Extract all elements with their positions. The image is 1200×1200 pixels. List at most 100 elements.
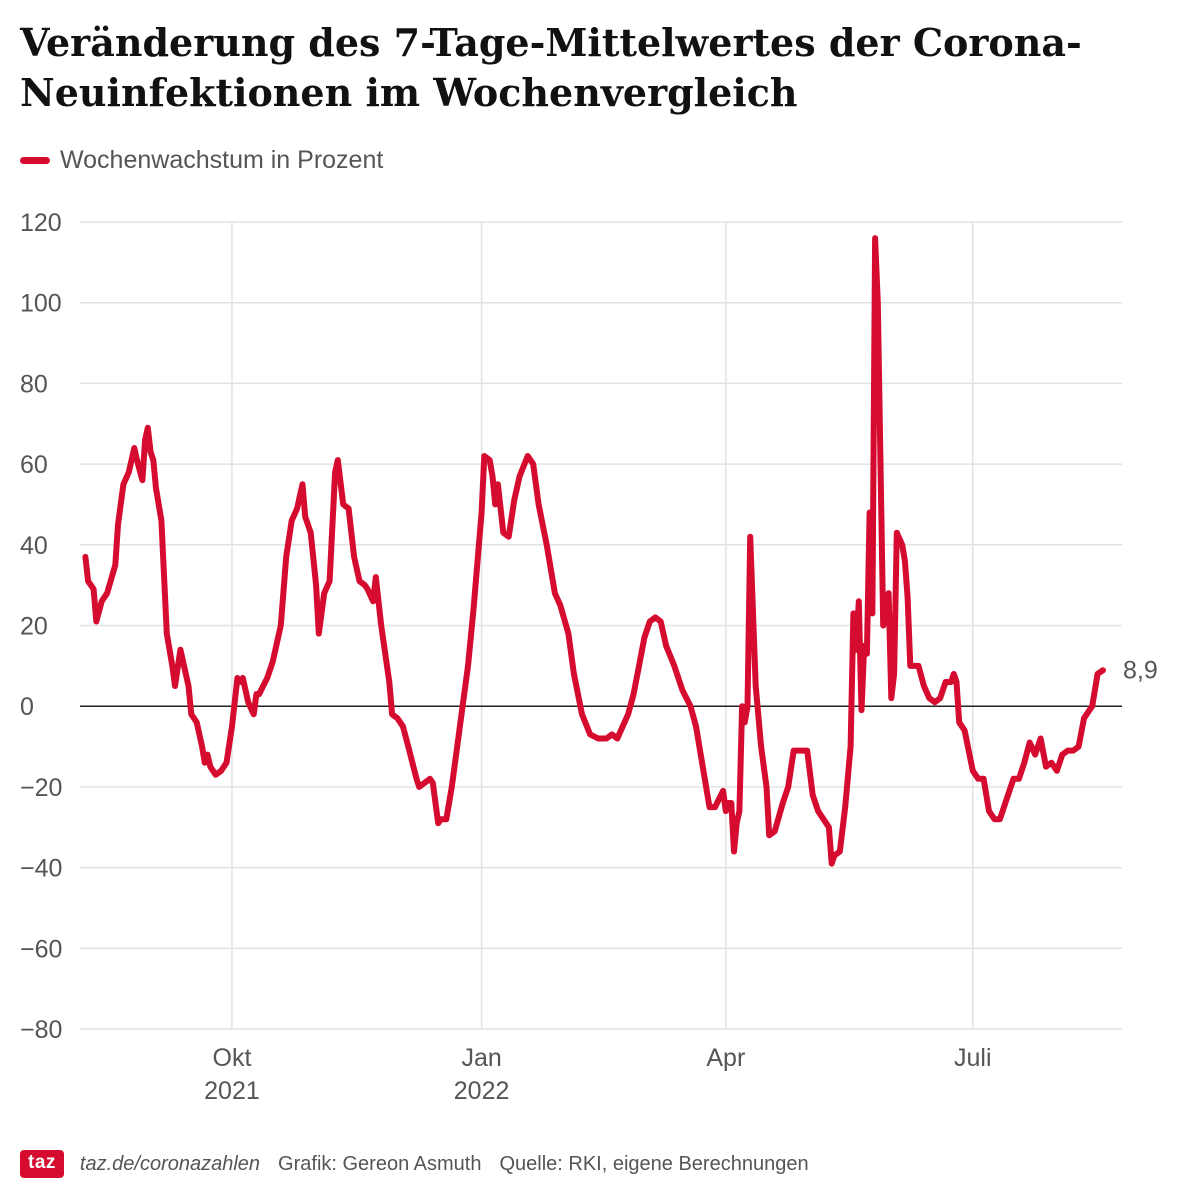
data-point: [336, 458, 340, 462]
y-tick-label: −40: [20, 855, 62, 883]
data-point: [878, 462, 882, 466]
y-tick-label: 60: [20, 451, 48, 479]
data-point: [987, 809, 991, 813]
data-point: [395, 716, 399, 720]
y-tick-label: −20: [20, 774, 62, 802]
data-point: [271, 660, 275, 664]
data-point: [333, 470, 337, 474]
data-point: [322, 591, 326, 595]
chart-title: Veränderung des 7-Tage-Mittelwertes der …: [20, 20, 1082, 115]
data-point: [610, 732, 614, 736]
x-tick-label: Apr: [706, 1044, 745, 1072]
data-point: [208, 765, 212, 769]
data-point: [914, 664, 918, 668]
data-point: [135, 458, 139, 462]
data-point: [317, 632, 321, 636]
data-point: [743, 720, 747, 724]
data-point: [496, 482, 500, 486]
data-point: [895, 531, 899, 535]
data-point: [732, 849, 736, 853]
data-point: [740, 704, 744, 708]
data-point: [436, 821, 440, 825]
data-point: [827, 825, 831, 829]
data-point: [1060, 753, 1064, 757]
data-point: [680, 688, 684, 692]
x-tick-year-label: 2021: [204, 1077, 260, 1105]
footer: taz taz.de/coronazahlen Grafik: Gereon A…: [20, 1147, 809, 1181]
data-point: [653, 615, 657, 619]
data-point: [371, 599, 375, 603]
data-point: [235, 676, 239, 680]
data-point: [512, 498, 516, 502]
data-point: [151, 458, 155, 462]
data-point: [1033, 753, 1037, 757]
data-point: [708, 805, 712, 809]
data-point: [727, 801, 731, 805]
data-point: [100, 599, 104, 603]
data-point: [92, 587, 96, 591]
legend-label: Wochenwachstum in Prozent: [60, 145, 384, 174]
data-point: [580, 712, 584, 716]
data-point: [200, 745, 204, 749]
data-point: [178, 648, 182, 652]
data-point: [906, 595, 910, 599]
data-point: [900, 543, 904, 547]
source-link[interactable]: taz.de/coronazahlen: [79, 1152, 261, 1175]
data-point: [558, 603, 562, 607]
data-point: [1039, 736, 1043, 740]
data-point: [480, 511, 484, 515]
data-point: [246, 700, 250, 704]
data-point: [1077, 745, 1081, 749]
data-point: [659, 619, 663, 623]
data-point: [737, 809, 741, 813]
data-point: [450, 785, 454, 789]
data-point: [257, 692, 261, 696]
data-point: [143, 438, 147, 442]
data-point: [781, 801, 785, 805]
data-point: [301, 482, 305, 486]
data-point: [860, 708, 863, 712]
data-point: [146, 426, 150, 430]
data-point: [881, 624, 885, 627]
data-point: [954, 680, 958, 684]
data-point: [461, 704, 465, 708]
data-point: [127, 470, 131, 474]
data-point: [366, 587, 370, 591]
data-point: [664, 644, 668, 648]
data-point: [822, 817, 826, 821]
data-point: [632, 692, 636, 696]
data-point: [816, 809, 820, 813]
data-point: [694, 724, 698, 728]
data-point: [140, 478, 144, 482]
data-point: [455, 745, 459, 749]
data-point: [773, 829, 777, 833]
taz-logo[interactable]: taz: [20, 1150, 64, 1178]
data-point: [406, 745, 410, 749]
data-point: [792, 749, 796, 753]
data-point: [265, 676, 269, 680]
data-point: [1022, 761, 1026, 765]
data-point: [466, 664, 470, 668]
data-point: [922, 684, 926, 688]
data-point: [94, 619, 98, 623]
data-point: [414, 777, 418, 781]
y-tick-label: −60: [20, 935, 62, 963]
data-point: [284, 555, 288, 559]
data-point: [1101, 668, 1105, 672]
y-tick-label: 80: [20, 370, 48, 398]
data-point: [857, 599, 861, 603]
data-point: [132, 446, 136, 450]
data-point: [672, 664, 676, 668]
data-point: [963, 728, 967, 732]
data-point: [830, 862, 834, 866]
data-point: [604, 736, 608, 740]
data-point: [1096, 672, 1100, 676]
data-point: [735, 821, 739, 825]
data-point: [86, 579, 90, 583]
data-point: [713, 805, 717, 809]
data-point: [254, 692, 258, 696]
data-point: [341, 502, 345, 506]
data-point: [121, 482, 125, 486]
data-point: [862, 644, 866, 648]
